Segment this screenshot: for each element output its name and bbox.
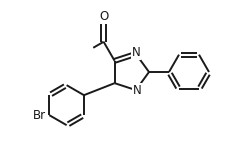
Text: N: N [131,46,140,59]
Text: O: O [99,10,108,23]
Text: Br: Br [33,109,46,122]
Text: N: N [132,84,141,97]
